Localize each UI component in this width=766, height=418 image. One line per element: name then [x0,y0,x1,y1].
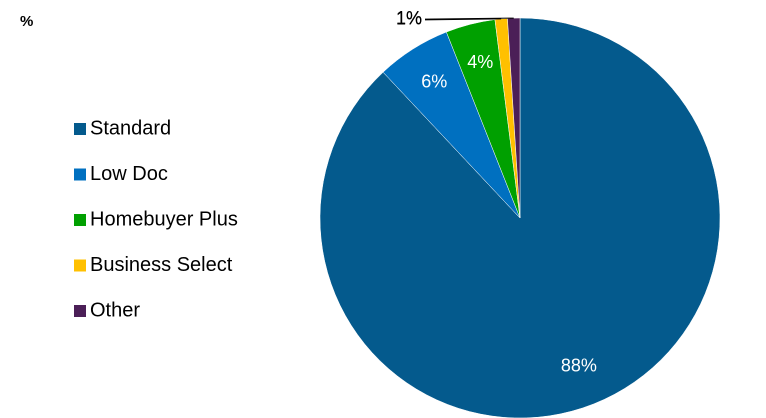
legend-swatch [74,123,86,135]
chart-title: % [20,13,33,30]
data-label: 1% [396,9,422,29]
legend-label: Other [90,299,140,321]
legend-swatch [74,168,86,181]
pie-slice [319,17,721,418]
legend-swatch [74,214,86,226]
data-label: 6% [421,72,447,92]
legend-label: Standard [90,117,171,139]
legend-label: Business Select [90,254,233,276]
data-label: 4% [467,52,493,72]
data-label: 88% [561,356,597,376]
legend-swatch [74,305,86,317]
leader-line [424,17,514,20]
leader-line [424,18,502,21]
legend-swatch [74,259,86,272]
data-label: 1% [396,8,422,28]
legend-label: Low Doc [90,163,168,185]
legend-label: Homebuyer Plus [90,208,238,230]
